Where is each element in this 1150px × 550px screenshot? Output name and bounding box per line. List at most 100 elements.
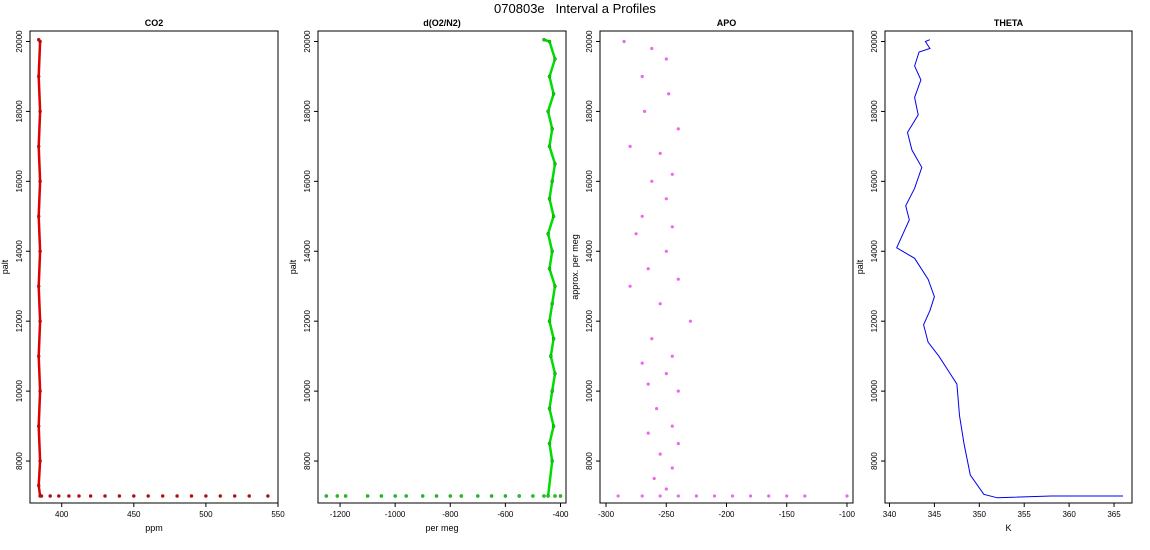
data-point [547, 441, 552, 446]
y-tick-label: 12000 [585, 310, 594, 333]
x-tick-label: -200 [718, 510, 735, 519]
x-axis-label: ppm [145, 523, 163, 533]
chart-title: d(O2/N2) [423, 18, 461, 28]
chart-title: THETA [994, 18, 1024, 28]
data-point [38, 179, 42, 184]
data-point [664, 197, 668, 201]
x-tick-label: 365 [1107, 510, 1121, 519]
x-axis-label: K [1005, 523, 1011, 533]
y-tick-label: 8000 [303, 452, 312, 470]
data-point [640, 74, 644, 79]
x-tick-label: -150 [779, 510, 796, 519]
chart-panel-1: CO2 400 450 500 550 8000 10000 12000 14000 16000 1… [0, 18, 285, 533]
data-point [546, 109, 550, 114]
chart-title: CO2 [145, 18, 164, 28]
y-tick-label: 14000 [870, 240, 879, 263]
data-point [547, 319, 552, 323]
data-point [542, 37, 546, 42]
x-tick-label: -300 [598, 510, 615, 519]
y-tick-label: 10000 [15, 379, 24, 402]
x-tick-label: 355 [1018, 510, 1032, 519]
data-point [550, 389, 554, 393]
data-point [160, 494, 165, 498]
y-tick-label: 18000 [15, 100, 24, 123]
data-point [232, 494, 237, 498]
x-axis-label: per meg [425, 523, 458, 533]
data-point [553, 284, 557, 288]
y-tick-label: 16000 [303, 170, 312, 193]
y-tick-label: 14000 [15, 240, 24, 263]
y-tick-label: 20000 [303, 30, 312, 53]
y-axis-label: palt [0, 259, 10, 274]
data-point [503, 494, 508, 498]
data-point [365, 494, 370, 498]
data-point [670, 424, 674, 428]
y-tick-label: 10000 [870, 379, 879, 402]
data-point [379, 494, 384, 498]
x-tick-label: -400 [552, 510, 569, 519]
data-point [218, 494, 223, 498]
y-tick-label: 20000 [15, 30, 24, 53]
x-tick-label: 400 [55, 510, 69, 519]
series-line [37, 38, 42, 497]
y-tick-label: 18000 [585, 100, 594, 123]
data-point [343, 494, 348, 498]
chart-title: APO [717, 18, 737, 28]
data-point [676, 277, 680, 281]
chart-panel-2: d(O2/N2) -1200 -1000 -800 -600 -400 8000 10000 1… [288, 18, 569, 533]
data-point [146, 494, 150, 498]
data-point [38, 249, 42, 254]
y-axis-label: palt [288, 259, 298, 274]
plot-frame [599, 30, 854, 504]
x-tick-label: 550 [271, 510, 285, 519]
figure-title: 070803e Interval a Profiles [494, 1, 656, 16]
data-point [434, 494, 439, 498]
x-tick-label: -600 [497, 510, 514, 519]
data-point [247, 494, 251, 498]
data-point [658, 452, 662, 456]
x-tick-label: -250 [658, 510, 675, 519]
data-point [36, 214, 41, 219]
data-point [550, 127, 554, 131]
data-point [658, 494, 662, 498]
data-point [670, 466, 674, 470]
data-point [448, 494, 453, 498]
x-tick-label: 350 [973, 510, 987, 519]
data-point [676, 494, 680, 498]
y-tick-label: 16000 [870, 170, 879, 193]
data-point [676, 442, 680, 446]
data-point [189, 494, 194, 498]
data-point [670, 172, 674, 176]
data-point [266, 494, 270, 498]
x-tick-label: 500 [199, 510, 213, 519]
data-point [38, 319, 42, 323]
data-point [550, 459, 554, 463]
series-line [896, 39, 1123, 499]
data-point [547, 74, 552, 79]
data-point [553, 371, 557, 376]
x-tick-label: 340 [883, 510, 897, 519]
y-tick-label: 8000 [15, 452, 24, 470]
data-point [550, 301, 554, 306]
data-point [550, 179, 554, 184]
y-tick-label: 16000 [15, 170, 24, 193]
data-point [694, 494, 699, 498]
data-point [476, 494, 480, 498]
y-tick-label: 18000 [870, 100, 879, 123]
data-point [57, 494, 61, 498]
y-tick-label: 18000 [303, 100, 312, 123]
data-point [640, 214, 644, 218]
data-point [404, 494, 408, 498]
data-point [38, 459, 42, 463]
data-point [785, 494, 789, 498]
chart-panel-3: APO -300 -250 -200 -150 -100 8000 10000 12000 140… [570, 18, 856, 519]
data-point [640, 361, 644, 365]
data-point [646, 382, 650, 386]
x-tick-label: -100 [839, 510, 856, 519]
data-point [36, 74, 41, 79]
y-tick-label: 20000 [585, 30, 594, 53]
x-tick-label: 360 [1062, 510, 1076, 519]
y-tick-label: 12000 [870, 310, 879, 333]
data-point [517, 494, 521, 498]
x-tick-label: 450 [127, 510, 141, 519]
